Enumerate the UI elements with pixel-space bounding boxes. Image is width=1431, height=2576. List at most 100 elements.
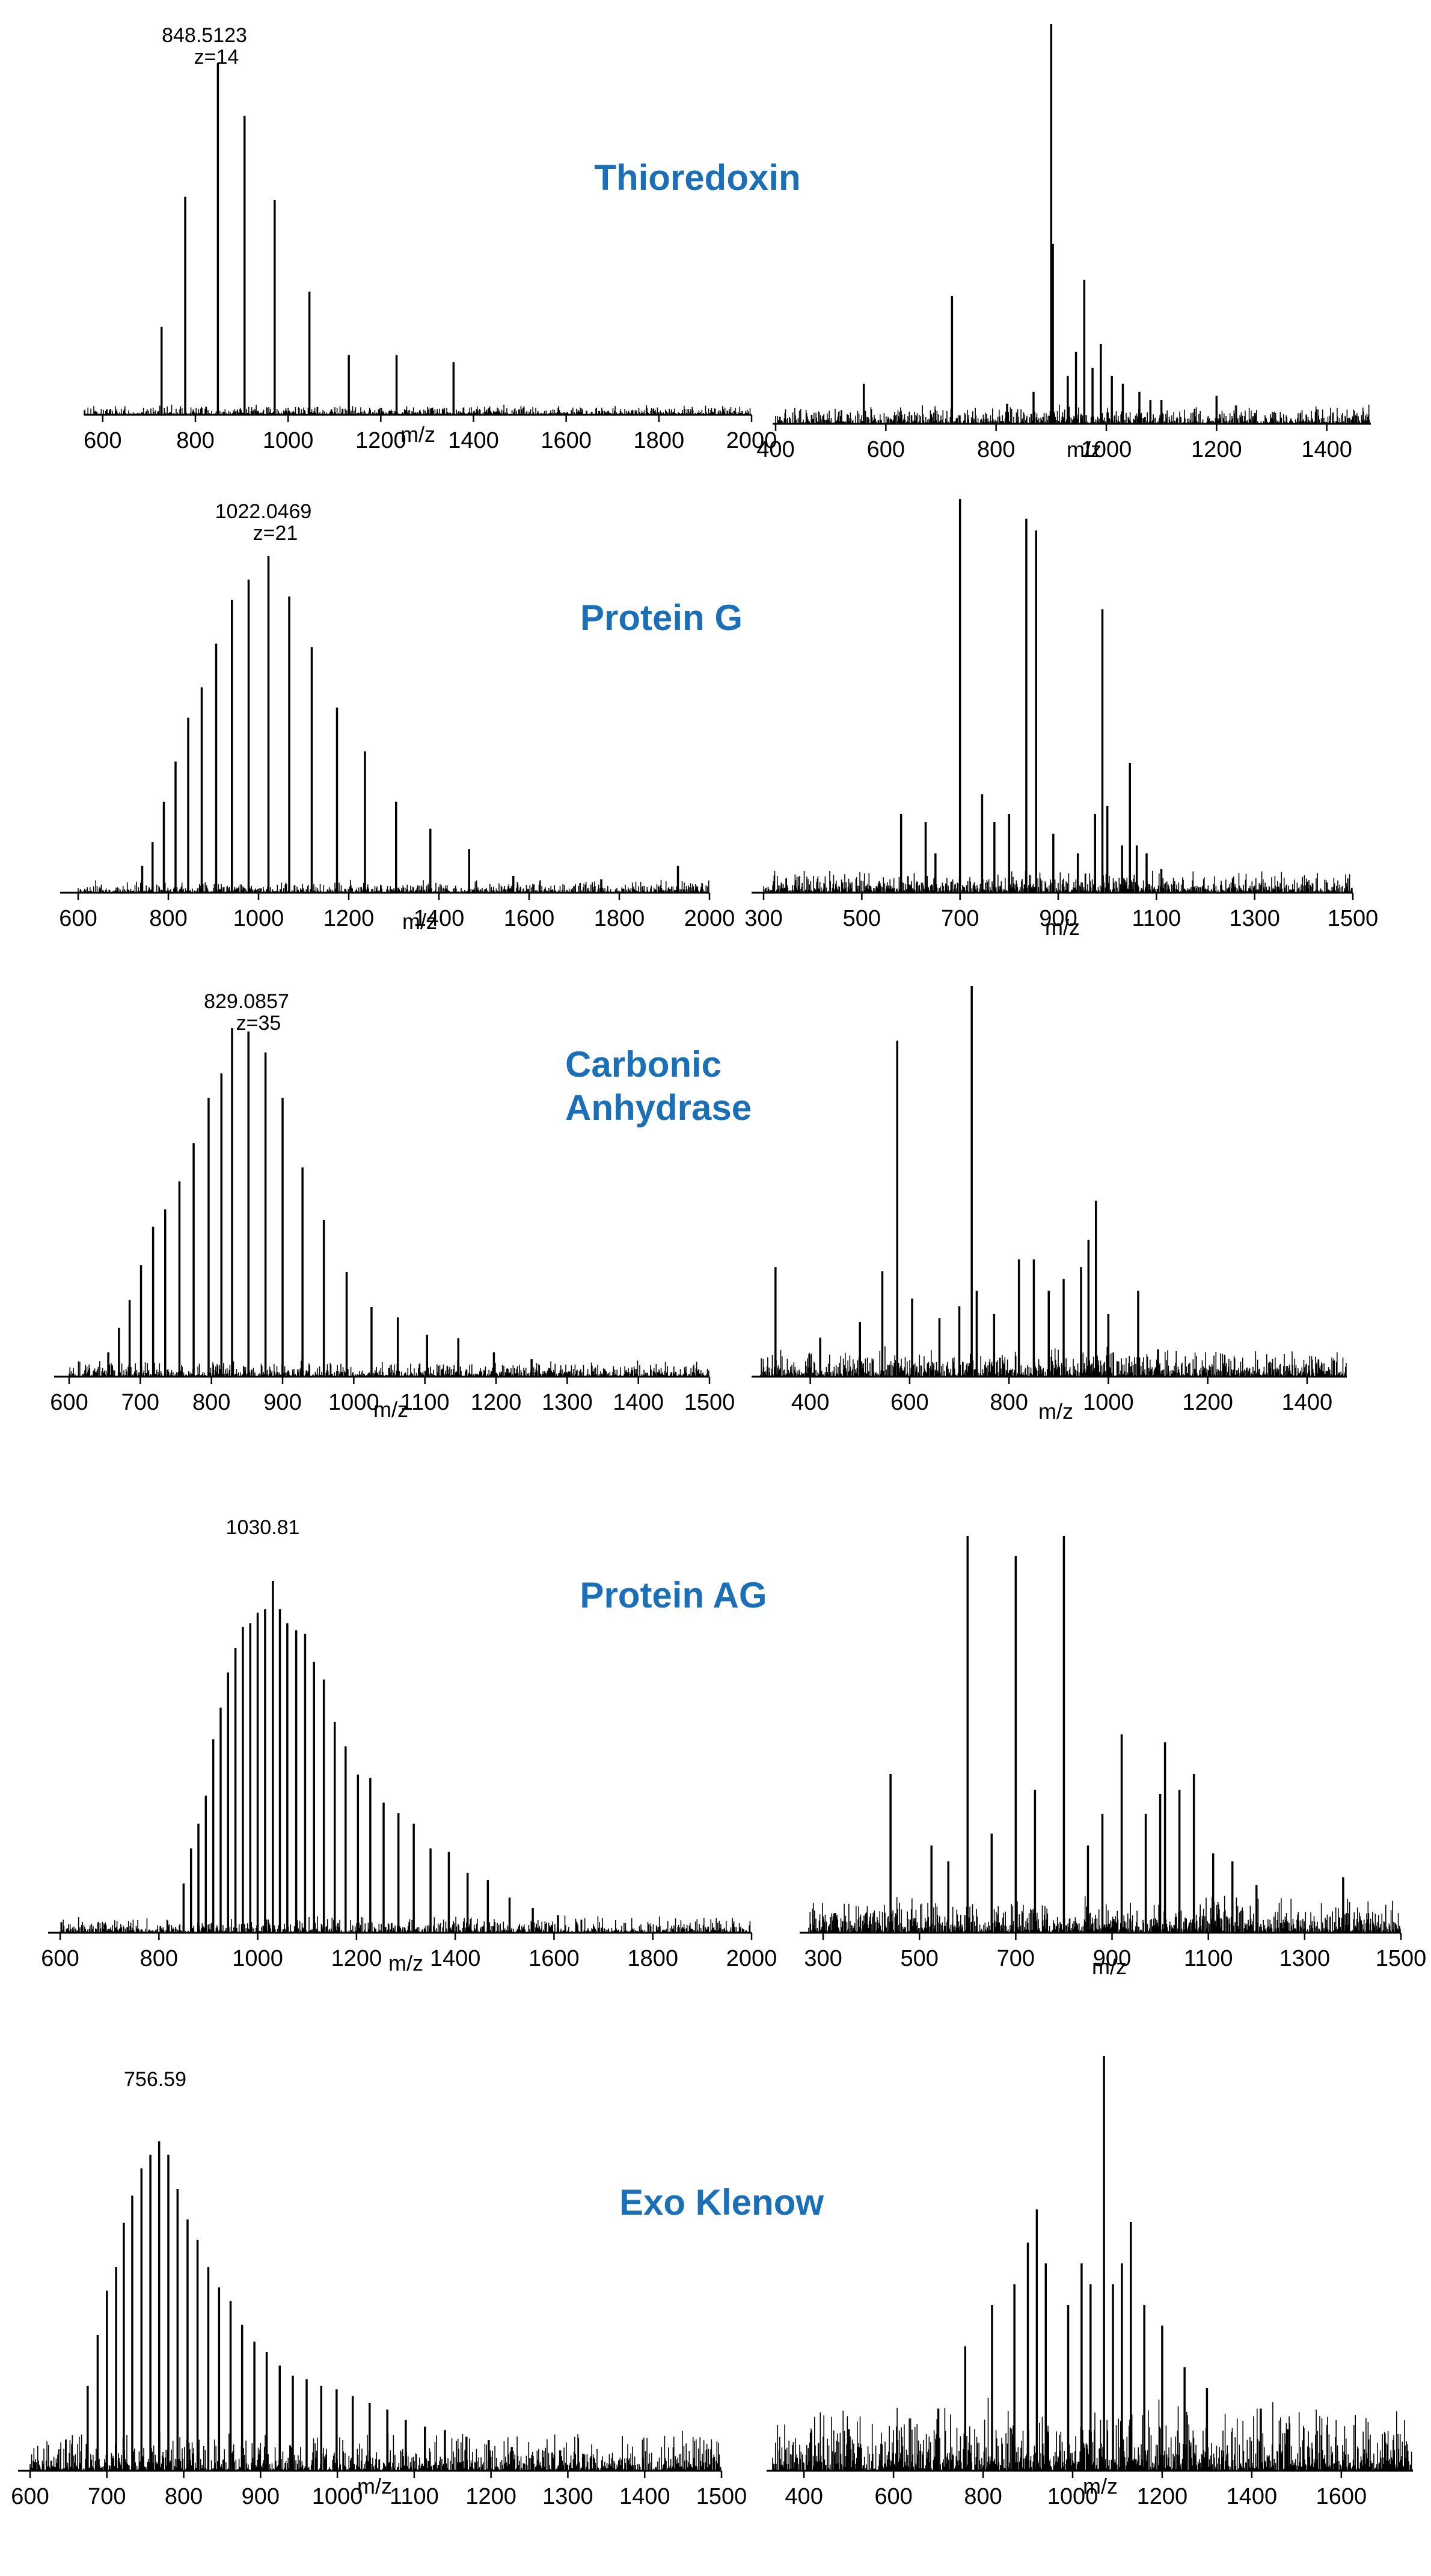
x-tick-label: 1600	[1316, 2484, 1367, 2509]
peak-mz-label: 756.59	[124, 2068, 186, 2091]
peak-charge-label: z=35	[236, 1012, 281, 1035]
x-tick-label: 1600	[529, 1946, 580, 1971]
x-axis-label: m/z	[1045, 915, 1080, 940]
x-tick-label: 700	[997, 1946, 1035, 1971]
x-tick-label: 1400	[619, 2484, 670, 2509]
baseline-noise	[29, 2431, 722, 2471]
x-tick-label: 500	[843, 906, 881, 931]
x-tick-label: 1200	[1137, 2484, 1188, 2509]
x-tick-label: 900	[242, 2484, 280, 2509]
x-axis-label: m/z	[1038, 1399, 1073, 1424]
x-tick-label: 1300	[542, 1390, 593, 1415]
x-axis-label: m/z	[1092, 1954, 1127, 1979]
peak-charge-label: z=21	[253, 522, 298, 545]
x-tick-label: 1200	[471, 1390, 522, 1415]
x-tick-label: 1500	[1328, 906, 1379, 931]
x-tick-label: 1000	[312, 2484, 363, 2509]
protein-title-carbonic-anhydrase: Carbonic Anhydrase	[544, 1043, 806, 1130]
baseline-noise	[60, 1915, 752, 1933]
x-tick-label: 1400	[1301, 437, 1352, 462]
baseline-noise	[78, 880, 709, 893]
x-tick-label: 800	[964, 2484, 1002, 2509]
carbonic-anhydrase-title-text: Carbonic Anhydrase	[565, 1044, 752, 1128]
x-tick-label: 800	[176, 428, 214, 453]
peak-mz-label: 848.5123	[162, 24, 247, 47]
x-tick-label: 800	[990, 1390, 1028, 1415]
x-tick-label: 1200	[1191, 437, 1242, 462]
x-axis-label: m/z	[373, 1397, 408, 1422]
protein-title-thioredoxin: Thioredoxin	[594, 158, 801, 198]
x-tick-label: 600	[84, 428, 121, 453]
baseline-noise	[763, 870, 1353, 893]
x-tick-label: 1000	[1081, 437, 1132, 462]
x-tick-label: 600	[41, 1946, 79, 1971]
x-tick-label: 1100	[390, 2484, 439, 2509]
x-tick-label: 700	[121, 1390, 159, 1415]
x-tick-label: 1500	[684, 1390, 735, 1415]
x-tick-label: 1300	[1229, 906, 1280, 931]
x-tick-label: 1200	[465, 2484, 516, 2509]
x-tick-label: 1000	[1047, 2484, 1099, 2509]
baseline-noise	[772, 2398, 1413, 2471]
x-tick-label: 600	[59, 906, 97, 931]
x-tick-label: 600	[890, 1390, 928, 1415]
peak-mz-label: 829.0857	[204, 990, 289, 1013]
x-tick-label: 1200	[1182, 1390, 1233, 1415]
x-tick-label: 1500	[696, 2484, 747, 2509]
x-tick-label: 2000	[684, 906, 735, 931]
x-tick-label: 1800	[634, 428, 685, 453]
x-tick-label: 1000	[1083, 1390, 1134, 1415]
x-tick-label: 1400	[1227, 2484, 1278, 2509]
x-axis-label: m/z	[1067, 437, 1102, 462]
x-tick-label: 1000	[232, 1946, 283, 1971]
protein-title-protein-g: Protein G	[580, 598, 743, 638]
x-tick-label: 1100	[400, 1390, 450, 1415]
x-tick-label: 400	[785, 2484, 823, 2509]
x-tick-label: 2000	[726, 428, 777, 453]
x-tick-label: 2000	[726, 1946, 777, 1971]
x-tick-label: 600	[50, 1390, 88, 1415]
x-tick-label: 800	[192, 1390, 230, 1415]
x-tick-label: 900	[1039, 906, 1077, 931]
x-tick-label: 1500	[1376, 1946, 1427, 1971]
baseline-noise	[775, 405, 1371, 424]
x-tick-label: 400	[791, 1390, 829, 1415]
baseline-noise	[760, 1346, 1347, 1377]
x-tick-label: 1300	[1279, 1946, 1331, 1971]
protein-title-protein-ag: Protein AG	[580, 1575, 767, 1615]
x-tick-label: 900	[263, 1390, 301, 1415]
x-axis-label: m/z	[357, 2474, 392, 2498]
x-tick-label: 400	[756, 437, 794, 462]
x-tick-label: 300	[744, 906, 782, 931]
x-tick-label: 700	[941, 906, 979, 931]
x-tick-label: 1100	[1132, 906, 1181, 931]
x-tick-label: 1600	[504, 906, 555, 931]
peak-charge-label: z=14	[194, 46, 239, 69]
x-tick-label: 1200	[323, 906, 375, 931]
x-tick-label: 800	[149, 906, 187, 931]
x-tick-label: 1600	[541, 428, 592, 453]
x-tick-label: 1000	[328, 1390, 379, 1415]
x-tick-label: 600	[874, 2484, 912, 2509]
baseline-noise	[808, 1895, 1401, 1933]
x-tick-label: 300	[804, 1946, 842, 1971]
x-tick-label: 1800	[594, 906, 645, 931]
peak-mz-label: 1030.81	[226, 1516, 300, 1539]
x-tick-label: 500	[900, 1946, 938, 1971]
x-tick-label: 1400	[613, 1390, 664, 1415]
x-tick-label: 900	[1093, 1946, 1131, 1971]
x-tick-label: 1200	[355, 428, 406, 453]
x-tick-label: 1400	[414, 906, 465, 931]
x-tick-label: 600	[11, 2484, 49, 2509]
x-axis-label: m/z	[388, 1951, 423, 1975]
x-tick-label: 800	[140, 1946, 178, 1971]
x-tick-label: 800	[977, 437, 1015, 462]
x-tick-label: 1000	[263, 428, 314, 453]
x-tick-label: 1200	[331, 1946, 382, 1971]
x-tick-label: 1300	[542, 2484, 593, 2509]
x-tick-label: 800	[165, 2484, 203, 2509]
x-tick-label: 1100	[1184, 1946, 1233, 1971]
x-tick-label: 1400	[1282, 1390, 1333, 1415]
